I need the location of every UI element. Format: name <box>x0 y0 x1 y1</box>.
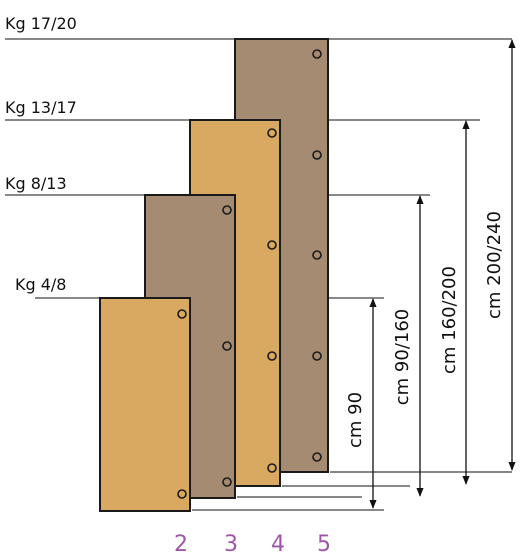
board-4-hole <box>267 463 277 473</box>
height-label-90: cm 90 <box>345 392 366 448</box>
board-number-2: 2 <box>174 532 188 557</box>
board-3-hole <box>222 341 232 351</box>
board-5-hole <box>312 351 322 361</box>
board-5-hole <box>312 49 322 59</box>
height-label-90-160: cm 90/160 <box>392 309 413 405</box>
board-3-hole <box>222 477 232 487</box>
weight-label-8-13: Kg 8/13 <box>5 174 67 193</box>
board-number-3: 3 <box>224 532 238 557</box>
weight-label-13-17: Kg 13/17 <box>5 98 77 117</box>
board-5-hole <box>312 452 322 462</box>
dimension-arrows <box>369 39 516 509</box>
height-label-160-200: cm 160/200 <box>439 266 460 374</box>
board-4-hole <box>267 240 277 250</box>
board-4-hole <box>267 128 277 138</box>
height-label-200-240: cm 200/240 <box>484 211 505 319</box>
board-number-5: 5 <box>317 532 331 557</box>
board-2-hole <box>177 489 187 499</box>
board-4-hole <box>267 351 277 361</box>
board-5-hole <box>312 250 322 260</box>
board-3-hole <box>222 205 232 215</box>
board-5-hole <box>312 150 322 160</box>
weight-label-17-20: Kg 17/20 <box>5 14 77 33</box>
board-2-hole <box>177 309 187 319</box>
base-lines <box>192 471 512 511</box>
weight-label-4-8: Kg 4/8 <box>15 275 66 294</box>
board-number-4: 4 <box>271 532 285 557</box>
board-2 <box>99 297 191 512</box>
